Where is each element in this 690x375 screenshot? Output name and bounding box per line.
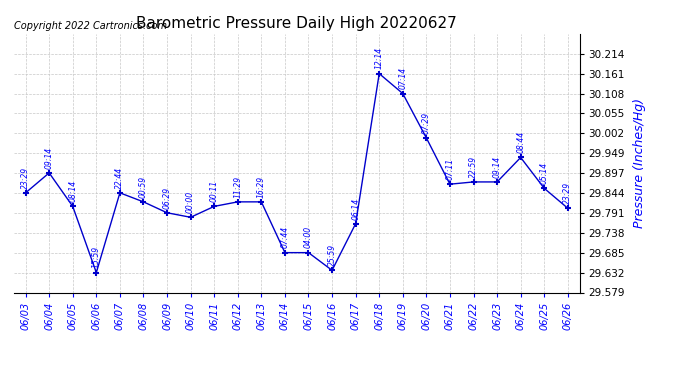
Text: 25:59: 25:59	[328, 244, 337, 266]
Text: 07:14: 07:14	[398, 67, 407, 89]
Text: 07:29: 07:29	[422, 112, 431, 134]
Text: 16:29: 16:29	[257, 176, 266, 198]
Text: 08:44: 08:44	[516, 131, 525, 153]
Text: 07:11: 07:11	[446, 158, 455, 180]
Text: 23:29: 23:29	[21, 166, 30, 189]
Text: 06:29: 06:29	[163, 186, 172, 209]
Text: Copyright 2022 Cartronics.com: Copyright 2022 Cartronics.com	[14, 21, 167, 31]
Y-axis label: Pressure (Inches/Hg): Pressure (Inches/Hg)	[633, 98, 647, 228]
Text: 12:14: 12:14	[375, 47, 384, 69]
Text: 08:14: 08:14	[68, 180, 77, 202]
Text: 00:00: 00:00	[186, 191, 195, 213]
Text: 15:59: 15:59	[92, 246, 101, 268]
Text: 23:29: 23:29	[563, 182, 572, 204]
Text: 00:11: 00:11	[210, 180, 219, 202]
Title: Barometric Pressure Daily High 20220627: Barometric Pressure Daily High 20220627	[137, 16, 457, 31]
Text: 09:14: 09:14	[493, 156, 502, 178]
Text: 04:00: 04:00	[304, 226, 313, 249]
Text: 06:14: 06:14	[351, 197, 360, 219]
Text: 11:29: 11:29	[233, 176, 242, 198]
Text: 09:14: 09:14	[45, 147, 54, 169]
Text: 05:14: 05:14	[540, 162, 549, 184]
Text: 22:44: 22:44	[115, 166, 124, 189]
Text: 00:59: 00:59	[139, 176, 148, 198]
Text: 22:59: 22:59	[469, 156, 478, 178]
Text: 07:44: 07:44	[280, 226, 289, 249]
